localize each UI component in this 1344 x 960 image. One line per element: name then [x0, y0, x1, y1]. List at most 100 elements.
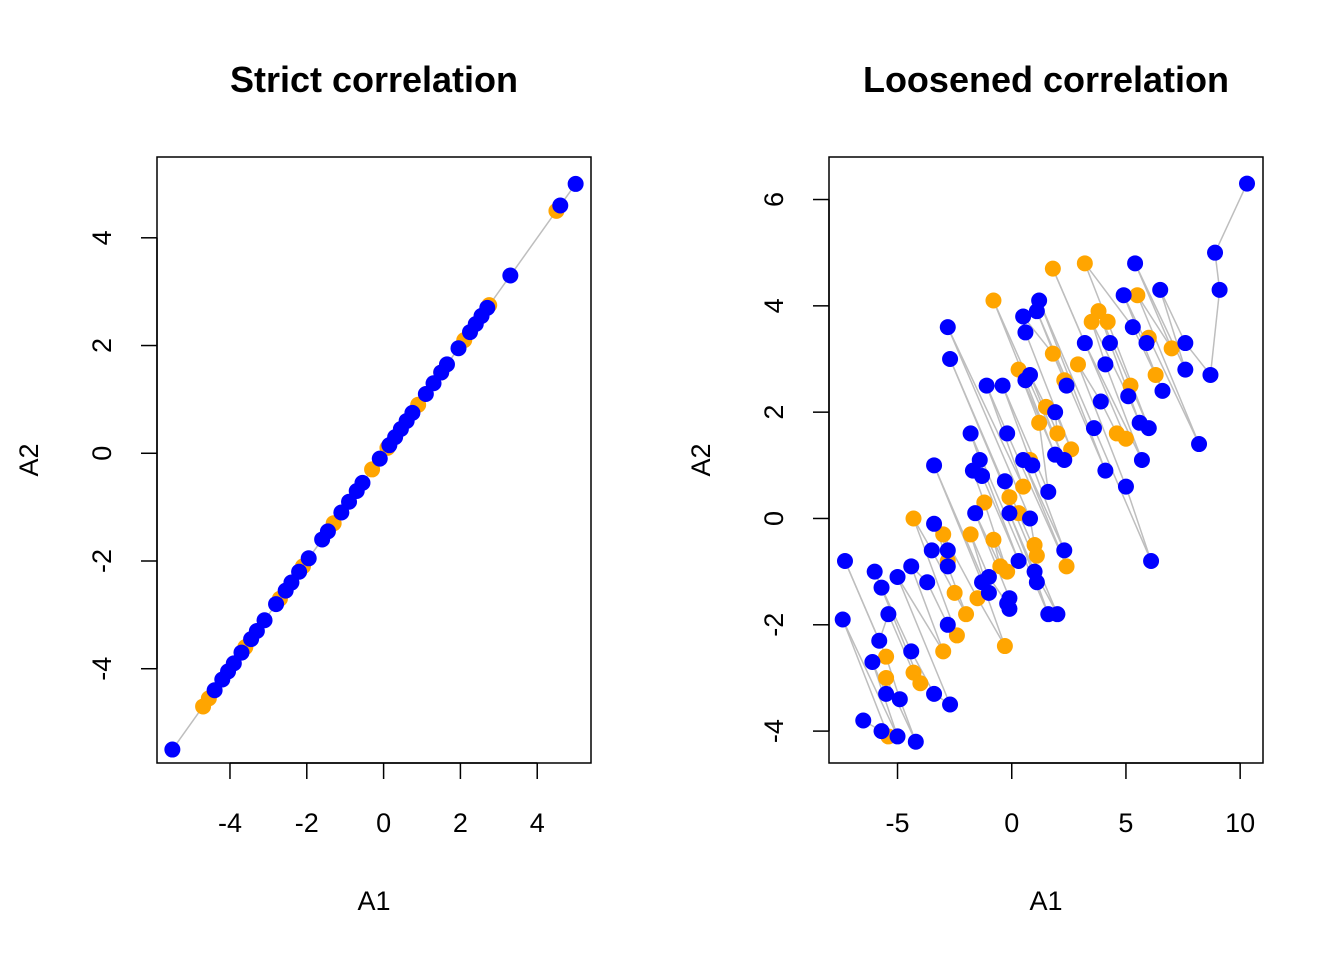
- scatter-point: [905, 510, 922, 527]
- scatter-point: [1177, 335, 1194, 352]
- y-tick-label: 6: [759, 192, 789, 207]
- scatter-point: [1028, 574, 1045, 591]
- scatter-point: [1058, 377, 1075, 394]
- link-line: [949, 358, 1011, 498]
- x-tick-label: 10: [1225, 808, 1255, 838]
- scatter-point: [1044, 260, 1061, 277]
- scatter-point: [268, 596, 285, 613]
- data-points: [164, 175, 584, 758]
- scatter-point: [866, 563, 883, 580]
- scatter-point: [958, 606, 975, 623]
- scatter-point: [871, 632, 888, 649]
- scatter-point: [438, 356, 455, 373]
- link-line: [1052, 268, 1086, 344]
- y-tick-label: 0: [759, 511, 789, 526]
- scatter-point: [1115, 287, 1132, 304]
- scatter-point: [994, 377, 1011, 394]
- scatter-point: [985, 292, 1002, 309]
- scatter-point: [942, 351, 959, 367]
- scatter-point: [926, 457, 943, 474]
- scatter-point: [291, 563, 308, 580]
- scatter-point: [1090, 303, 1107, 320]
- scatter-point: [1138, 335, 1155, 352]
- link-line: [1136, 294, 1173, 349]
- scatter-point: [903, 643, 920, 660]
- scatter-point: [1239, 175, 1256, 192]
- scatter-point: [300, 550, 317, 567]
- scatter-point: [891, 691, 908, 708]
- link-line: [910, 566, 944, 652]
- link-line: [947, 326, 1024, 487]
- scatter-point: [164, 741, 181, 758]
- scatter-point: [878, 648, 895, 665]
- scatter-point: [1001, 489, 1018, 506]
- y-axis: -4 -2 0 2 4 6: [759, 192, 830, 743]
- scatter-point: [1056, 452, 1073, 468]
- scatter-point: [502, 267, 519, 284]
- scatter-point: [935, 526, 952, 543]
- scatter-point: [1143, 553, 1160, 569]
- scatter-point: [1211, 281, 1228, 298]
- y-axis-label: A2: [686, 443, 716, 476]
- scatter-point: [1097, 462, 1114, 479]
- x-tick-label: -5: [886, 808, 910, 838]
- link-line: [896, 576, 944, 652]
- scatter-point: [919, 574, 936, 591]
- scatter-point: [948, 627, 965, 644]
- scatter-point: [1085, 420, 1102, 437]
- y-axis: -4 -2 0 2 4: [87, 230, 158, 681]
- link-line: [1077, 364, 1127, 487]
- y-tick-label: 2: [87, 338, 117, 353]
- scatter-point: [889, 728, 906, 745]
- scatter-point: [942, 696, 959, 713]
- scatter-point: [1097, 356, 1114, 373]
- scatter-point: [1099, 313, 1116, 330]
- scatter-point: [1017, 324, 1034, 341]
- scatter-point: [1117, 430, 1134, 447]
- scatter-point: [980, 584, 997, 601]
- x-tick-label: 0: [376, 808, 391, 838]
- scatter-point: [985, 531, 1002, 548]
- link-line: [1084, 262, 1134, 328]
- scatter-point: [964, 462, 981, 479]
- scatter-point: [935, 643, 952, 660]
- scatter-point: [939, 542, 956, 559]
- x-axis-label: A1: [357, 886, 390, 916]
- link-line: [912, 518, 958, 636]
- scatter-point: [962, 425, 979, 442]
- scatter-point: [946, 584, 963, 601]
- scatter-point: [939, 319, 956, 336]
- scatter-point: [450, 340, 467, 357]
- scatter-point: [1047, 404, 1064, 421]
- scatter-point: [962, 526, 979, 543]
- scatter-point: [923, 542, 940, 559]
- link-line: [1159, 289, 1187, 370]
- scatter-point: [926, 515, 943, 532]
- y-tick-label: 2: [759, 405, 789, 420]
- link-line: [974, 512, 1011, 599]
- link-line: [1148, 337, 1200, 445]
- chart-title: Strict correlation: [230, 59, 518, 100]
- scatter-point: [939, 616, 956, 633]
- scatter-point: [1001, 590, 1018, 607]
- scatter-point: [1129, 287, 1146, 304]
- scatter-point: [907, 733, 924, 750]
- x-tick-label: -2: [295, 808, 319, 838]
- scatter-point: [1056, 542, 1073, 559]
- link-line: [509, 210, 558, 276]
- link-line: [1125, 486, 1152, 562]
- scatter-point: [1017, 372, 1034, 389]
- link-line: [1132, 326, 1157, 376]
- plot-frame: [828, 156, 1264, 764]
- link-line: [1038, 300, 1095, 429]
- link-line: [896, 576, 951, 705]
- scatter-point: [996, 638, 1013, 655]
- x-axis: -4 -2 0 2 4: [218, 762, 545, 838]
- link-line: [1214, 183, 1248, 253]
- link-line: [1134, 262, 1187, 370]
- scatter-point: [1154, 382, 1171, 399]
- scatter-point: [926, 685, 943, 702]
- scatter-point: [889, 568, 906, 585]
- scatter-point: [880, 606, 897, 623]
- y-tick-label: 4: [87, 230, 117, 245]
